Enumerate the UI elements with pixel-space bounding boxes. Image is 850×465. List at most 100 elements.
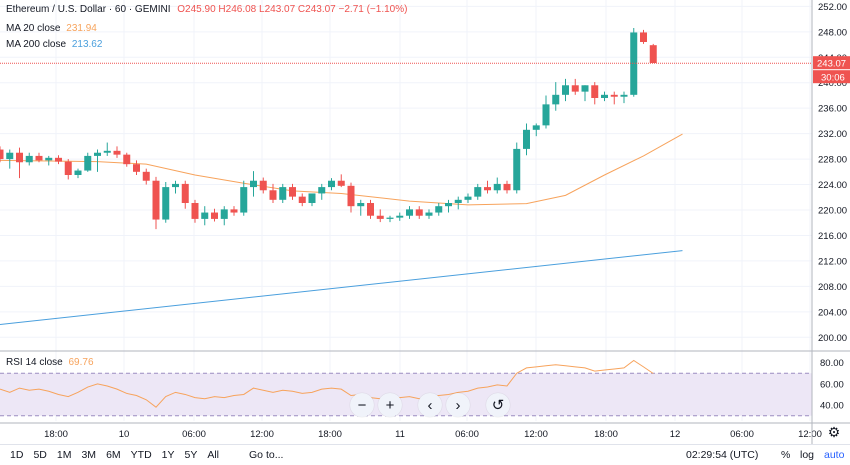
candle-body (571, 85, 579, 92)
price-tick-label: 220.00 (818, 206, 847, 217)
candle-body (367, 203, 374, 216)
settings-gear-icon[interactable]: ⚙ (827, 424, 841, 440)
range-3m-button[interactable]: 3M (81, 449, 97, 461)
zoom-out-button[interactable]: − (350, 393, 374, 417)
candle (318, 183, 326, 200)
time-tick-label: 12:00 (798, 429, 822, 440)
countdown-label: 30:06 (821, 73, 845, 84)
candle (6, 149, 14, 169)
candle (84, 152, 92, 172)
candle (162, 182, 170, 223)
rsi-band (0, 372, 812, 417)
candle (269, 183, 277, 203)
candle-body (279, 187, 287, 200)
ma200-legend[interactable]: MA 200 close 213.62 (6, 39, 102, 50)
range-5d-button[interactable]: 5D (33, 449, 47, 461)
time-tick-label: 06:00 (182, 429, 206, 440)
candle-body (523, 129, 530, 149)
candle (523, 123, 530, 156)
price-tick-label: 248.00 (818, 27, 847, 38)
price-tick-label: 204.00 (818, 307, 847, 318)
candle (113, 146, 121, 158)
utc-clock[interactable]: 02:29:54 (UTC) (686, 449, 759, 461)
candle-body (64, 161, 72, 175)
percent-scale-button[interactable]: % (781, 449, 791, 461)
candle-body (484, 187, 491, 191)
ma20-path (0, 133, 683, 206)
time-tick-label: 12:00 (250, 429, 274, 440)
range-1m-button[interactable]: 1M (56, 449, 72, 461)
candle (74, 168, 82, 179)
candle-body (337, 180, 345, 186)
candle-body (513, 148, 521, 191)
log-scale-button[interactable]: log (800, 449, 815, 461)
candle (201, 206, 209, 226)
candle (445, 199, 452, 213)
rsi-legend[interactable]: RSI 14 close 69.76 (6, 357, 94, 368)
auto-scale-button[interactable]: auto (824, 449, 845, 461)
candle-body (503, 183, 511, 191)
candle-body (94, 152, 101, 156)
time-tick-label: 18:00 (318, 429, 342, 440)
goto-date-button[interactable]: Go to... (249, 449, 284, 461)
range-1y-button[interactable]: 1Y (161, 449, 175, 461)
candle (640, 29, 647, 44)
candle-body (425, 212, 433, 216)
rsi-tick-label: 80.00 (820, 358, 844, 369)
candle-body (415, 209, 423, 216)
candle-body (298, 196, 306, 203)
candle-body (532, 125, 540, 130)
candle (16, 147, 23, 179)
candle-body (230, 209, 238, 213)
rsi-path (0, 359, 654, 408)
candle (396, 212, 404, 221)
price-tick-label: 232.00 (818, 129, 847, 140)
ma200-label: MA 200 close (6, 39, 67, 50)
candle-body (181, 183, 189, 203)
candle (35, 152, 43, 163)
price-tick-label: 212.00 (818, 256, 847, 267)
candle-body (259, 180, 267, 191)
time-tick-label: 11 (395, 429, 405, 440)
candle (591, 82, 599, 105)
candle (571, 78, 579, 95)
range-6m-button[interactable]: 6M (106, 449, 121, 461)
time-tick-label: 18:00 (594, 429, 618, 440)
price-tick-label: 236.00 (818, 104, 847, 115)
ma20-label: MA 20 close (6, 23, 61, 34)
ma200-value: 213.62 (71, 39, 103, 50)
candle-body (191, 203, 199, 219)
candle (474, 183, 482, 200)
candle (406, 206, 413, 219)
candle (123, 152, 131, 167)
candle-body (142, 171, 150, 181)
candle-body (591, 85, 599, 98)
candle-body (35, 155, 43, 161)
range-5y-button[interactable]: 5Y (184, 449, 198, 461)
candle (454, 196, 462, 210)
candle-body (25, 155, 33, 163)
last-price-label: 243.07 (817, 59, 846, 70)
ma20-legend[interactable]: MA 20 close 231.94 (6, 23, 97, 34)
range-all-button[interactable]: All (207, 449, 220, 461)
candle (142, 168, 150, 185)
candle (0, 146, 4, 163)
reset-chart-button[interactable]: ↺ (486, 393, 510, 417)
time-tick-label: 10 (119, 429, 130, 440)
candle (25, 152, 33, 166)
range-ytd-button[interactable]: YTD (130, 449, 152, 461)
candle-body (464, 196, 472, 200)
candle-body (133, 164, 140, 172)
candle (601, 91, 608, 102)
scroll-right-button[interactable]: › (446, 393, 470, 417)
candle (581, 85, 589, 102)
candle-body (552, 94, 560, 105)
scroll-left-button[interactable]: ‹ (418, 393, 442, 417)
zoom-in-button[interactable]: + (378, 393, 402, 417)
rsi-tick-label: 60.00 (820, 379, 844, 390)
candle (328, 178, 335, 191)
candle (532, 123, 540, 137)
candle (513, 142, 521, 194)
range-1d-button[interactable]: 1D (10, 449, 24, 461)
